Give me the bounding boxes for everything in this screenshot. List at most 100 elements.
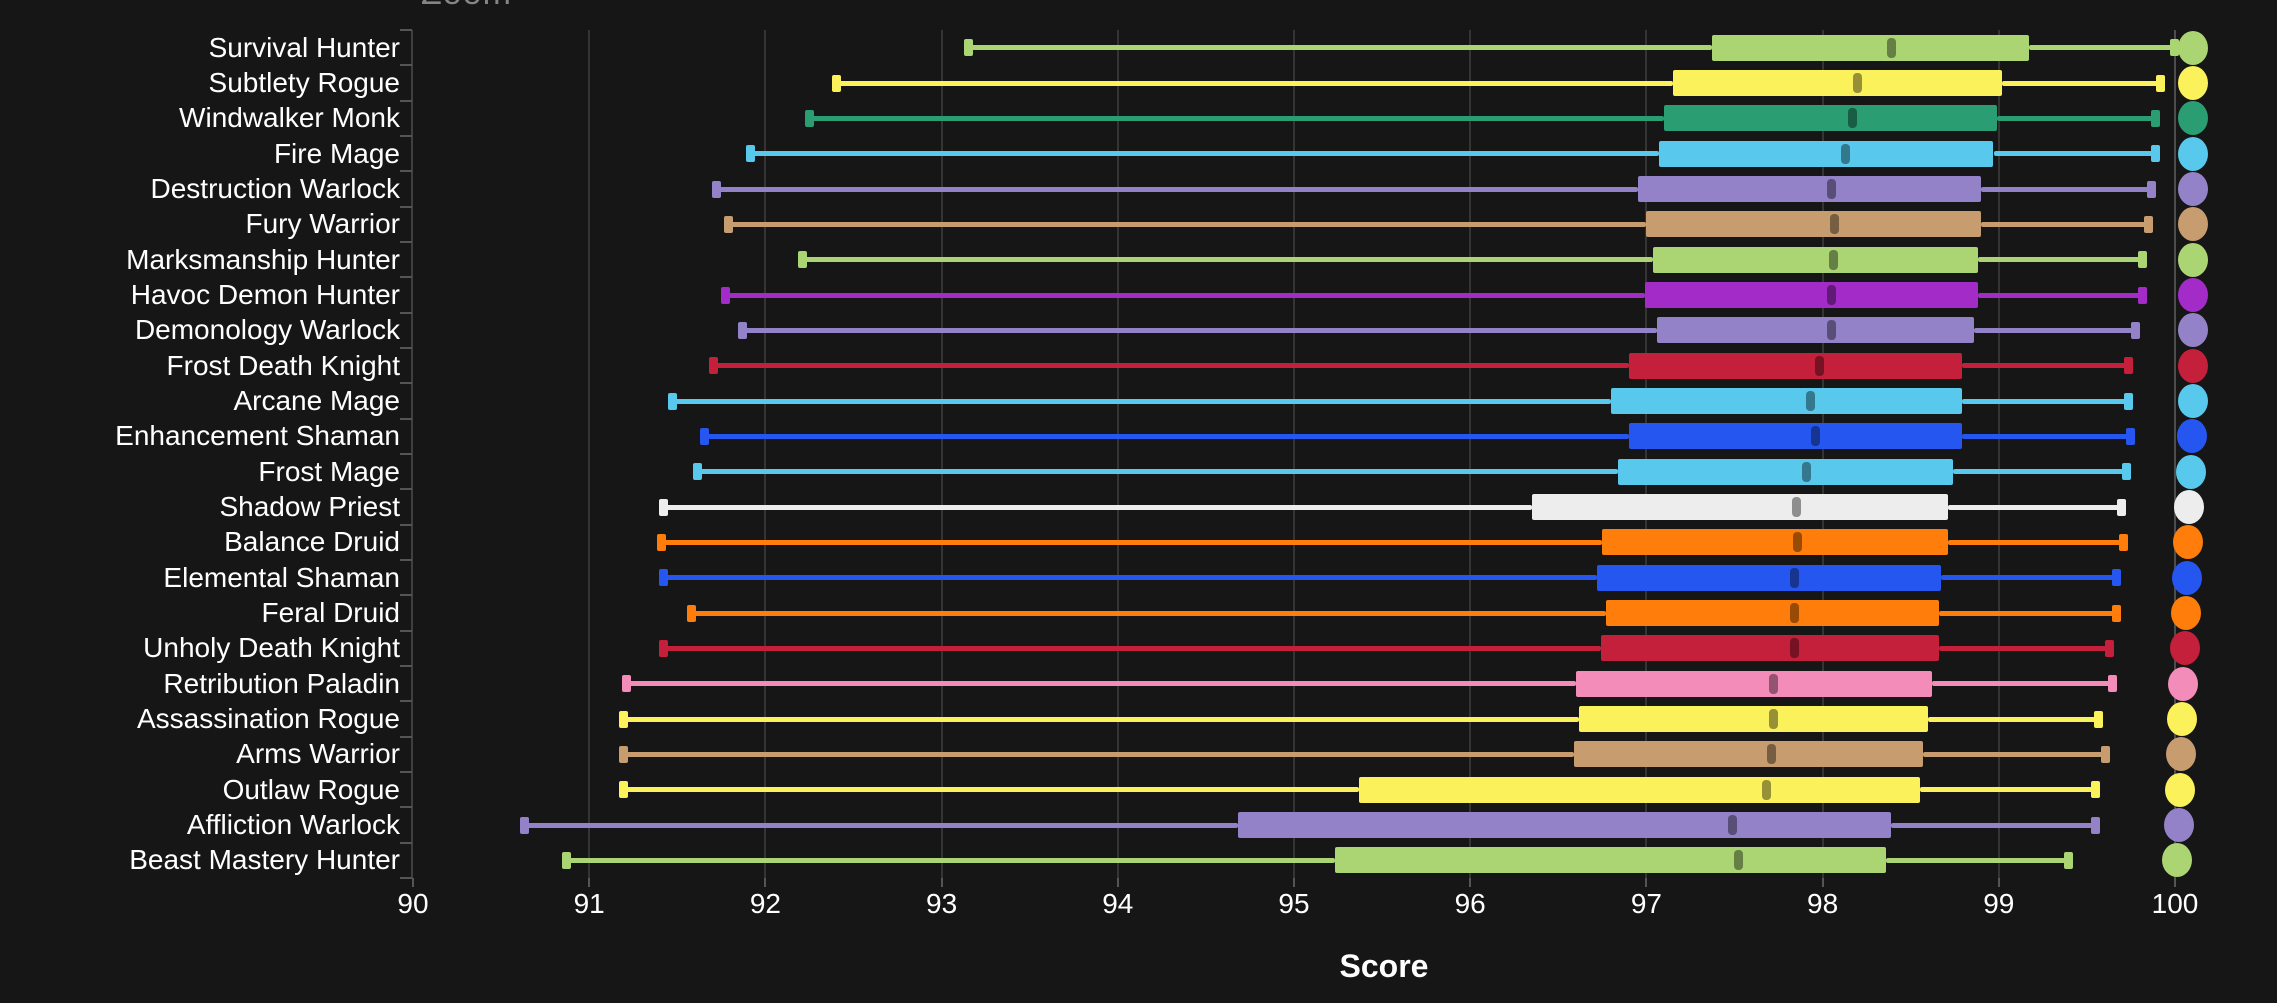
box-shadow-priest[interactable] [1531,494,1948,520]
x-tick-label-100: 100 [2151,888,2199,919]
whisker-high-outlaw-rogue [1919,787,2096,793]
whisker-low-fire-mage [749,151,1659,157]
category-label-elemental-shaman: Elemental Shaman [163,561,400,593]
whisker-cap-max-arcane-mage [2124,392,2134,410]
whisker-high-frost-mage [1952,469,2128,475]
class-color-dot-marksmanship-hunter [2178,242,2208,277]
x-axis-tick-90 [412,878,414,887]
box-frost-death-knight[interactable] [1628,352,1962,379]
box-havoc-demon-hunter[interactable] [1644,282,1978,308]
category-label-affliction-warlock: Affliction Warlock [186,809,400,840]
median-frost-mage [1802,461,1812,482]
category-label-feral-druid: Feral Druid [261,597,400,628]
median-assassination-rogue [1768,709,1778,729]
whisker-cap-min-fire-mage [745,145,755,163]
whisker-cap-min-frost-mage [692,463,702,481]
box-survival-hunter[interactable] [1711,34,2029,61]
box-windwalker-monk[interactable] [1664,105,1998,132]
box-balance-druid[interactable] [1602,529,1948,556]
box-unholy-death-knight[interactable] [1600,635,1939,662]
box-outlaw-rogue[interactable] [1359,776,1920,803]
category-tick [400,594,412,597]
whisker-low-frost-death-knight [712,363,1629,369]
whisker-high-unholy-death-knight [1938,645,2110,651]
box-subtlety-rogue[interactable] [1672,70,2003,96]
x-axis-tick-93 [940,878,943,887]
x-tick-label-90: 90 [397,888,429,919]
box-beast-mastery-hunter[interactable] [1334,847,1887,874]
box-affliction-warlock[interactable] [1237,812,1892,838]
whisker-high-arms-warrior [1923,751,2107,757]
whisker-low-unholy-death-knight [663,645,1601,651]
whisker-cap-min-elemental-shaman [659,569,669,587]
median-demonology-warlock [1826,320,1836,341]
whisker-high-havoc-demon-hunter [1977,292,2144,298]
x-tick-label-94: 94 [1102,888,1134,919]
category-tick [400,877,412,879]
whisker-cap-min-affliction-warlock [520,816,529,834]
category-tick [400,205,412,208]
category-tick [400,241,412,243]
category-label-windwalker-monk: Windwalker Monk [179,102,400,134]
class-color-dot-fire-mage [2178,136,2208,171]
whisker-low-survival-hunter [968,45,1712,51]
class-color-dot-frost-mage [2175,454,2206,489]
whisker-cap-max-feral-druid [2111,604,2121,622]
box-destruction-warlock[interactable] [1637,176,1982,202]
category-label-havoc-demon-hunter: Havoc Demon Hunter [130,279,400,310]
gridline-97 [1645,30,1648,878]
box-fury-warrior[interactable] [1646,211,1982,238]
box-feral-druid[interactable] [1605,600,1939,626]
whisker-high-survival-hunter [2028,45,2175,51]
box-arms-warrior[interactable] [1574,741,1924,768]
whisker-low-retribution-paladin [626,681,1576,687]
box-frost-mage[interactable] [1618,458,1953,485]
category-tick [400,559,412,561]
whisker-cap-min-survival-hunter [964,39,974,57]
whisker-high-destruction-warlock [1981,186,2153,192]
category-tick [400,488,412,491]
whisker-high-feral-druid [1938,610,2117,616]
median-balance-druid [1793,532,1803,553]
box-elemental-shaman[interactable] [1597,564,1941,591]
box-retribution-paladin[interactable] [1575,670,1932,697]
class-color-dot-subtlety-rogue [2178,66,2208,100]
category-tick [400,382,412,385]
category-tick [400,523,412,526]
median-fire-mage [1841,143,1850,164]
whisker-cap-min-windwalker-monk [805,109,815,127]
box-assassination-rogue[interactable] [1579,706,1929,732]
box-marksmanship-hunter[interactable] [1653,246,1978,273]
median-affliction-warlock [1728,815,1738,835]
category-tick [400,276,412,279]
gridline-91 [588,30,591,878]
whisker-cap-max-affliction-warlock [2090,816,2100,834]
class-color-dot-beast-mastery-hunter [2162,843,2193,878]
x-tick-label-97: 97 [1630,888,1662,919]
class-color-dot-enhancement-shaman [2176,419,2207,454]
category-tick [400,135,412,137]
x-axis-tick-96 [1469,878,1472,887]
category-label-retribution-paladin: Retribution Paladin [163,667,400,699]
category-label-shadow-priest: Shadow Priest [219,491,400,522]
whisker-cap-min-assassination-rogue [618,710,628,728]
median-destruction-warlock [1826,179,1836,199]
median-feral-druid [1789,603,1799,623]
box-arcane-mage[interactable] [1611,388,1962,414]
category-label-marksmanship-hunter: Marksmanship Hunter [126,243,400,275]
gridline-95 [1293,30,1295,878]
whisker-cap-min-balance-druid [657,533,667,551]
category-tick [400,347,412,349]
box-demonology-warlock[interactable] [1656,317,1975,344]
x-axis-tick-95 [1293,878,1295,887]
category-label-balance-druid: Balance Druid [224,526,400,558]
box-fire-mage[interactable] [1658,140,1994,167]
box-enhancement-shaman[interactable] [1628,423,1962,450]
category-label-subtlety-rogue: Subtlety Rogue [208,67,400,98]
whisker-high-beast-mastery-hunter [1886,857,2070,863]
whisker-cap-max-marksmanship-hunter [2138,251,2148,269]
class-color-dot-affliction-warlock [2163,808,2194,842]
whisker-cap-min-frost-death-knight [708,357,718,375]
whisker-cap-max-beast-mastery-hunter [2064,851,2074,869]
class-color-dot-arcane-mage [2178,384,2208,418]
